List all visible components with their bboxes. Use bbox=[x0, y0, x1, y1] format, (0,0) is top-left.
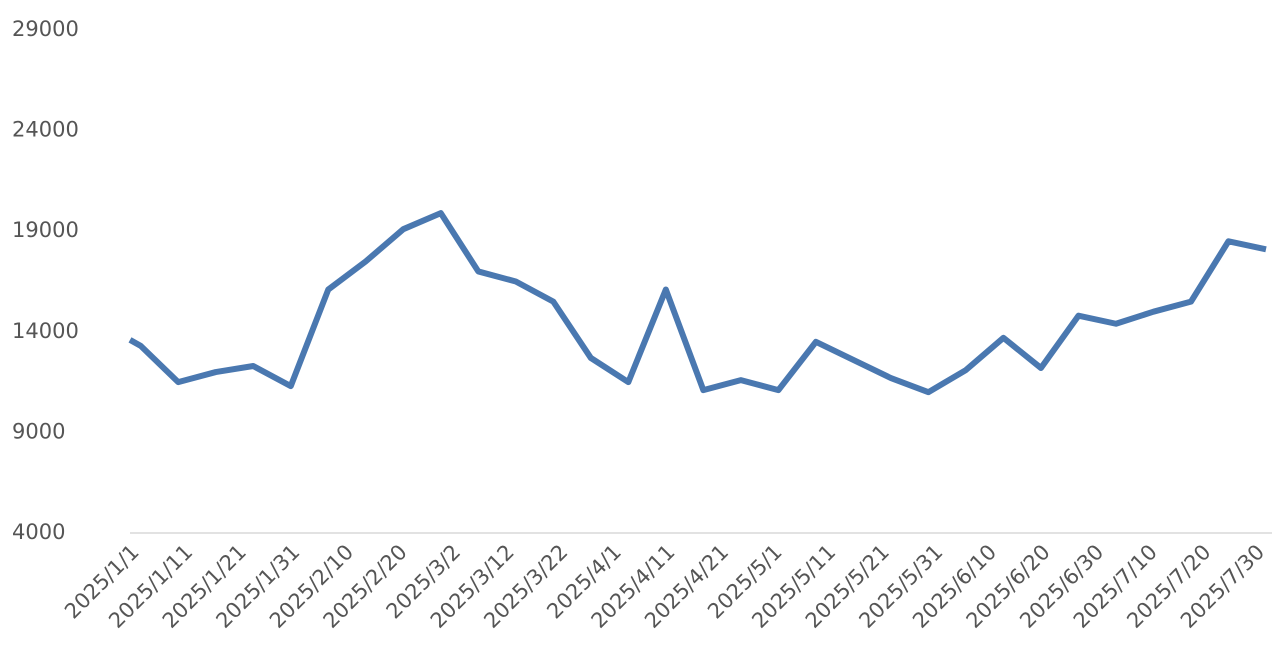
y-tick-label: 19000 bbox=[12, 218, 79, 242]
y-tick-label: 29000 bbox=[12, 17, 79, 41]
y-tick-label: 4000 bbox=[12, 520, 65, 544]
y-tick-label: 9000 bbox=[12, 419, 65, 443]
y-tick-label: 24000 bbox=[12, 118, 79, 142]
y-tick-label: 14000 bbox=[12, 319, 79, 343]
line-series bbox=[128, 210, 1267, 396]
